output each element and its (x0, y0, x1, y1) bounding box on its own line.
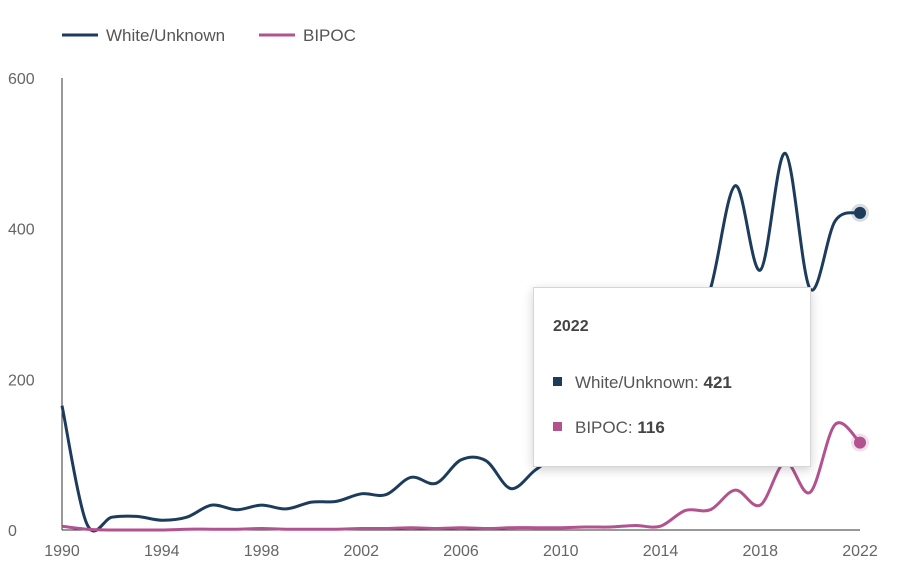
y-tick-label: 0 (8, 523, 17, 540)
x-tick-label: 1998 (244, 543, 280, 560)
legend: White/Unknown BIPOC (62, 26, 356, 45)
tooltip-year: 2022 (553, 318, 589, 335)
tooltip-value-white-unknown: 421 (703, 373, 732, 392)
series-lines (60, 151, 862, 533)
hover-markers (851, 203, 869, 452)
tooltip-row-white-unknown: White/Unknown: 421 (553, 373, 732, 393)
y-tick-label: 400 (8, 222, 35, 239)
x-tick-label: 2014 (643, 543, 679, 560)
x-tick-label: 2010 (543, 543, 579, 560)
tooltip-row-bipoc: BIPOC: 116 (553, 418, 665, 438)
tooltip-swatch-white-unknown (553, 377, 562, 386)
legend-label: White/Unknown (106, 26, 225, 45)
y-tick-label: 600 (8, 71, 35, 88)
x-tick-label: 2018 (742, 543, 778, 560)
x-tick-label: 1990 (44, 543, 80, 560)
x-tick-label: 2006 (443, 543, 479, 560)
x-tick-label: 2002 (343, 543, 379, 560)
tooltip-value-bipoc: 116 (637, 418, 665, 437)
axes: 0 200 400 600 1990 1994 1998 2002 2006 2010 2014 20… (8, 71, 878, 560)
hover-point-white-unknown[interactable] (854, 206, 866, 219)
y-tick-label: 200 (8, 372, 35, 389)
legend-item[interactable]: BIPOC (259, 26, 356, 45)
x-tick-label: 1994 (144, 543, 180, 560)
tooltip-swatch-bipoc (553, 422, 562, 431)
series-line-bipoc[interactable] (61, 421, 862, 532)
tooltip-label-bipoc: BIPOC: (575, 418, 638, 437)
hover-point-bipoc[interactable] (854, 436, 866, 449)
tooltip-label-white-unknown: White/Unknown: (575, 373, 704, 392)
legend-item[interactable]: White/Unknown (62, 26, 225, 45)
tooltip: 2022 White/Unknown: 421 BIPOC: 116 (533, 287, 811, 467)
x-tick-label: 2022 (842, 543, 878, 560)
legend-label: BIPOC (303, 26, 356, 45)
series-line-white-unknown[interactable] (60, 151, 861, 533)
